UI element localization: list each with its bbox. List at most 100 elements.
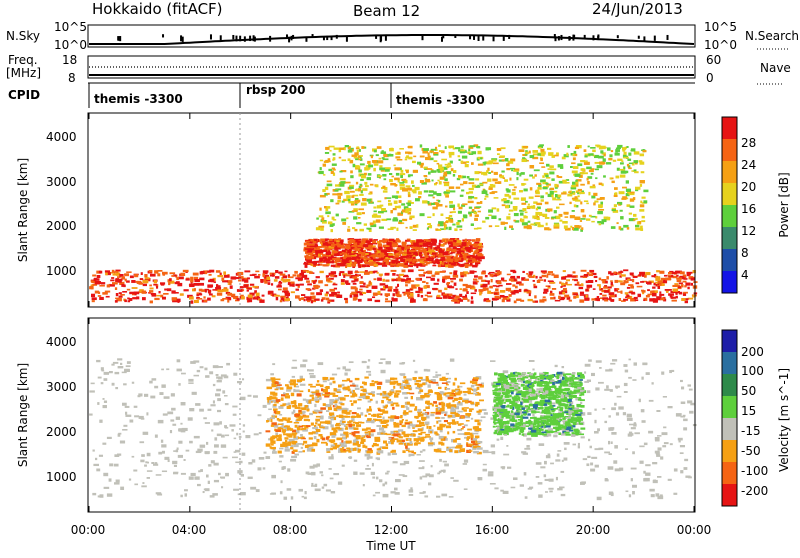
power-cell-0 [613,272,616,274]
power-cell-0 [333,284,338,286]
power-cell-0 [131,280,135,283]
vel-cell-0 [540,466,545,468]
vel-cell-0 [225,403,229,405]
vel-cell-0 [371,472,375,475]
vel-cell-0 [435,372,437,374]
power-cell-2 [577,163,582,166]
power-cell-2 [436,182,438,184]
power-cell-1 [353,251,355,253]
nsky-spike [235,36,237,42]
vel-cell-0 [134,415,139,417]
power-cell-0 [640,281,644,283]
power-cell-0 [642,290,646,293]
nsky-spike [617,35,619,38]
power-cell-2 [422,200,428,203]
power-cell-1 [404,263,408,265]
vel-cell-0 [302,496,304,498]
vel-cell-0 [155,435,158,438]
vel-cell-0 [103,398,105,400]
vel-cell-0 [264,452,267,454]
vel-cell-0 [483,464,487,466]
power-cell-0 [529,276,534,278]
power-cell-1 [389,239,392,241]
vel-cell-0 [429,474,434,477]
power-cell-0 [336,295,342,298]
power-cell-2 [428,172,431,175]
power-cell-2 [341,219,346,222]
power-cell-0 [659,271,664,274]
power-cell-0 [127,289,130,291]
power-cell-0 [217,275,223,277]
power-cell-1 [441,257,445,259]
power-cell-2 [499,174,502,176]
vel-cell-0 [458,433,464,435]
vel-cell-0 [523,453,528,455]
power-cell-0 [274,295,278,297]
power-cell-2 [345,182,350,184]
station-title: Hokkaido (fitACF) [92,0,223,18]
power-cell-2 [502,204,506,206]
power-cell-2 [392,176,394,178]
power-cell-0 [208,291,211,293]
power-cell-0 [209,274,212,276]
power-cell-0 [662,297,665,300]
power-cell-0 [139,283,144,285]
vel-cell-0 [488,473,494,476]
vel-cell-0 [98,495,103,497]
power-cell-2 [522,159,527,162]
power-cb-swatch-6 [722,249,737,272]
power-cell-2 [378,160,384,163]
power-cell-0 [351,286,356,289]
power-cb-tick-28: 28 [741,136,756,150]
power-cell-1 [419,259,422,261]
power-cell-0 [471,301,474,304]
power-cell-2 [478,211,481,213]
power-cell-2 [453,170,456,173]
vel-cell-0 [651,494,655,497]
power-cell-2 [482,221,485,223]
power-cell-0 [391,297,393,300]
power-cell-2 [503,177,505,179]
vel-cell-0 [561,471,565,473]
power-cell-2 [350,175,353,178]
vel-cell-0 [298,451,302,453]
vel-cell-0 [115,387,118,389]
vel-cell-0 [463,463,467,465]
vel-cell-0 [586,463,589,466]
power-cell-2 [619,191,625,194]
vel-cell-0 [634,432,640,434]
power-cell-0 [141,272,143,275]
power-cell-0 [179,277,184,280]
nsky-spike [597,36,599,40]
power-cell-0 [423,272,426,274]
vel-cell-0 [623,412,626,415]
power-cell-2 [459,229,462,231]
power-cell-0 [154,280,157,283]
vel-cell-0 [258,467,262,470]
power-cell-1 [305,248,311,250]
power-cell-0 [438,290,442,293]
vel-cell-0 [279,455,283,457]
vel-cell-0 [392,453,397,455]
power-cell-0 [534,295,536,298]
power-cell-0 [293,274,297,276]
power-cell-2 [546,177,550,179]
power-cell-2 [641,171,645,173]
power-cell-0 [440,271,446,273]
power-cell-2 [431,149,437,151]
power-cell-0 [150,274,156,277]
vel-cell-0 [233,373,237,376]
power-cell-1 [329,239,333,241]
power-cell-2 [450,190,456,192]
power-cell-2 [532,150,538,153]
power-cell-1 [423,249,427,251]
power-cell-0 [313,281,316,284]
vel-cell-0 [610,389,613,392]
power-cell-0 [628,284,633,286]
power-cell-1 [408,246,411,248]
power-cell-2 [640,204,644,207]
nsky-spike [331,37,333,40]
vel-cell-0 [663,427,666,429]
power-cell-2 [634,151,640,154]
vel-cell-0 [590,463,593,466]
